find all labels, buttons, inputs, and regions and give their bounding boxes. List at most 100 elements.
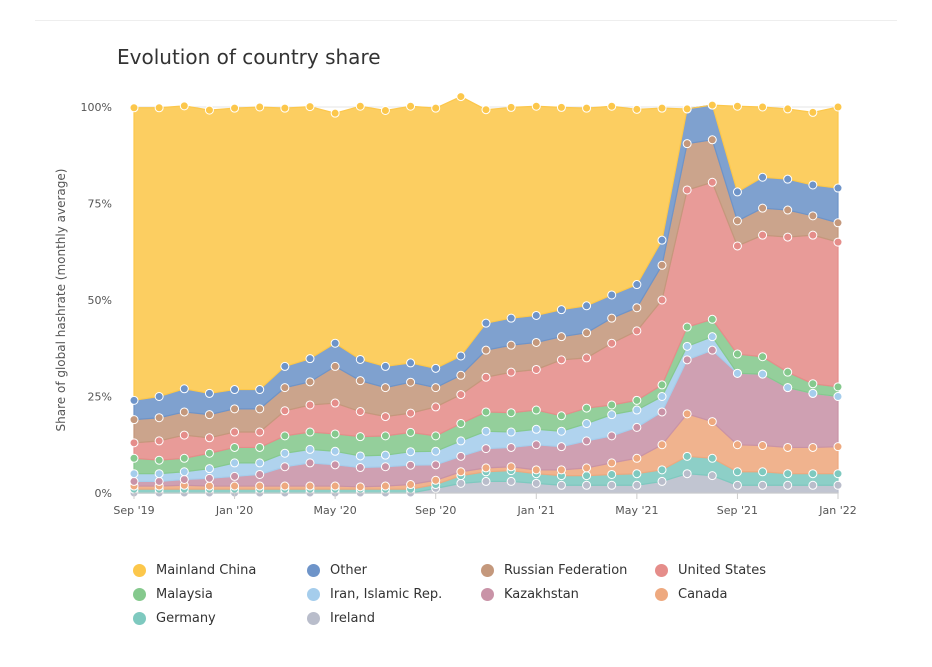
point-russian-federation [657, 260, 667, 270]
point-canada [833, 442, 843, 452]
chart-axes: 0% 25% 50% 75% 100% Sep '19 Jan '20 May '20 Sep … [81, 101, 857, 517]
point-malaysia [255, 442, 265, 452]
point-other [657, 235, 667, 245]
point-mainland-china [456, 92, 466, 102]
point-other [230, 385, 240, 395]
point-kazakhstan [431, 460, 441, 470]
point-malaysia [456, 419, 466, 429]
point-other [732, 187, 742, 197]
legend-item-russian-federation[interactable]: Russian Federation [481, 563, 627, 578]
point-other [506, 313, 516, 323]
point-ireland [531, 478, 541, 488]
point-ireland [582, 480, 592, 490]
legend-label: Other [330, 563, 367, 578]
point-other [330, 338, 340, 348]
point-united-states [204, 433, 214, 443]
point-germany [657, 465, 667, 475]
point-malaysia [732, 349, 742, 359]
x-tick-label: Jan '21 [517, 504, 555, 517]
legend-swatch [307, 564, 320, 577]
point-united-states [406, 408, 416, 418]
y-tick-label: 75% [88, 198, 112, 211]
point-ireland [481, 476, 491, 486]
point-united-states [230, 427, 240, 437]
legend-item-germany[interactable]: Germany [133, 611, 216, 626]
point-mainland-china [758, 102, 768, 112]
point-ireland [556, 480, 566, 490]
point-mainland-china [783, 104, 793, 114]
point-canada [355, 482, 365, 492]
x-tick-label: May '21 [615, 504, 658, 517]
point-russian-federation [406, 377, 416, 387]
point-other [305, 354, 315, 364]
point-malaysia [707, 314, 717, 324]
legend-item-malaysia[interactable]: Malaysia [133, 587, 213, 602]
legend-item-canada[interactable]: Canada [655, 587, 727, 602]
legend-item-united-states[interactable]: United States [655, 563, 766, 578]
legend-swatch [655, 564, 668, 577]
point-canada [657, 440, 667, 450]
point-kazakhstan [305, 458, 315, 468]
point-kazakhstan [481, 444, 491, 454]
chart-title: Evolution of country share [117, 45, 381, 69]
point-ireland [732, 480, 742, 490]
point-germany [707, 453, 717, 463]
point-russian-federation [255, 404, 265, 414]
point-iran-islamic-rep [808, 388, 818, 398]
point-germany [607, 469, 617, 479]
point-kazakhstan [531, 440, 541, 450]
point-malaysia [230, 442, 240, 452]
header-divider [35, 20, 897, 21]
point-ireland [506, 476, 516, 486]
point-other [556, 305, 566, 315]
point-iran-islamic-rep [129, 469, 139, 479]
legend-item-kazakhstan[interactable]: Kazakhstan [481, 587, 579, 602]
legend-item-iran-islamic-rep[interactable]: Iran, Islamic Rep. [307, 587, 442, 602]
legend-item-ireland[interactable]: Ireland [307, 611, 375, 626]
point-iran-islamic-rep [431, 446, 441, 456]
point-canada [255, 481, 265, 491]
point-iran-islamic-rep [732, 368, 742, 378]
point-malaysia [607, 400, 617, 410]
legend-swatch [133, 612, 146, 625]
point-united-states [280, 406, 290, 416]
legend-swatch [481, 564, 494, 577]
point-canada [607, 458, 617, 468]
y-tick-label: 0% [95, 487, 112, 500]
point-russian-federation [305, 377, 315, 387]
point-malaysia [154, 455, 164, 465]
point-russian-federation [607, 313, 617, 323]
point-ireland [808, 480, 818, 490]
point-mainland-china [682, 104, 692, 114]
point-canada [783, 442, 793, 452]
legend-item-mainland-china[interactable]: Mainland China [133, 563, 256, 578]
point-malaysia [406, 427, 416, 437]
point-canada [280, 481, 290, 491]
point-other [255, 385, 265, 395]
point-other [481, 318, 491, 328]
point-kazakhstan [129, 476, 139, 486]
legend-label: Canada [678, 587, 728, 602]
point-russian-federation [556, 332, 566, 342]
point-iran-islamic-rep [758, 369, 768, 379]
point-mainland-china [808, 107, 818, 117]
legend-label: Iran, Islamic Rep. [330, 587, 443, 602]
point-canada [431, 475, 441, 485]
point-mainland-china [607, 101, 617, 111]
point-malaysia [179, 453, 189, 463]
point-canada [707, 417, 717, 427]
point-russian-federation [280, 383, 290, 393]
legend-item-other[interactable]: Other [307, 563, 367, 578]
point-iran-islamic-rep [632, 405, 642, 415]
point-other [758, 172, 768, 182]
point-iran-islamic-rep [682, 341, 692, 351]
point-ireland [456, 478, 466, 488]
point-malaysia [531, 405, 541, 415]
point-russian-federation [179, 407, 189, 417]
point-united-states [355, 407, 365, 417]
point-russian-federation [506, 340, 516, 350]
point-germany [833, 469, 843, 479]
y-tick-label: 25% [88, 391, 112, 404]
point-united-states [330, 398, 340, 408]
